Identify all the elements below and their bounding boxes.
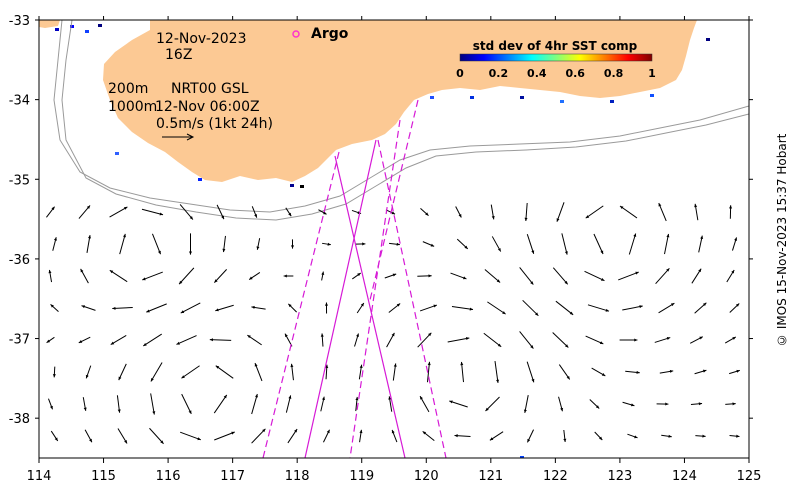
y-tick-label: -36 (9, 253, 30, 268)
scale-label: 0.5m/s (1kt 24h) (156, 116, 273, 132)
x-tick-label: 115 (91, 469, 116, 484)
sst-speckle (610, 100, 614, 103)
sst-speckle (198, 178, 202, 181)
sst-speckle (115, 152, 119, 155)
date-line1: 12-Nov-2023 (156, 31, 247, 47)
sst-speckle (706, 38, 710, 41)
sst-speckle (55, 28, 59, 31)
colorbar-tick-label: 0.8 (604, 67, 624, 80)
y-tick-label: -37 (9, 333, 30, 348)
x-tick-label: 123 (607, 469, 632, 484)
x-tick-label: 124 (672, 469, 697, 484)
x-tick-label: 116 (156, 469, 181, 484)
sst-speckle (300, 185, 304, 188)
y-tick-label: -35 (9, 173, 30, 188)
x-tick-label: 122 (543, 469, 568, 484)
product-label: NRT00 GSL (171, 81, 249, 97)
colorbar-tick-label: 0.6 (565, 67, 585, 80)
analysis-time: 12-Nov 06:00Z (155, 99, 260, 115)
x-tick-label: 119 (349, 469, 374, 484)
x-tick-label: 118 (285, 469, 310, 484)
colorbar-tick-label: 1 (648, 67, 656, 80)
sst-speckle (290, 184, 294, 187)
y-tick-label: -33 (9, 14, 30, 29)
x-tick-label: 120 (414, 469, 439, 484)
x-tick-label: 121 (478, 469, 503, 484)
x-tick-label: 114 (27, 469, 52, 484)
sst-speckle (98, 24, 102, 27)
colorbar (460, 54, 652, 61)
sst-speckle (470, 96, 474, 99)
sst-speckle (85, 30, 89, 33)
x-tick-label: 117 (220, 469, 245, 484)
y-tick-label: -34 (9, 94, 30, 109)
y-tick-label: -38 (9, 412, 30, 427)
credit-text: © IMOS 15-Nov-2023 15:37 Hobart (775, 20, 789, 460)
colorbar-tick-label: 0.4 (527, 67, 547, 80)
x-tick-label: 125 (737, 469, 762, 484)
colorbar-tick-label: 0.2 (489, 67, 509, 80)
contour-200-label: 200m (108, 81, 148, 97)
colorbar-tick-label: 0 (456, 67, 464, 80)
sst-speckle (520, 96, 524, 99)
sst-speckle (430, 96, 434, 99)
sst-speckle (650, 94, 654, 97)
sst-speckle (560, 100, 564, 103)
argo-label: Argo (311, 26, 349, 42)
date-line2: 16Z (165, 47, 192, 63)
contour-1000-label: 1000m (108, 99, 157, 115)
colorbar-title: std dev of 4hr SST comp (473, 39, 638, 53)
